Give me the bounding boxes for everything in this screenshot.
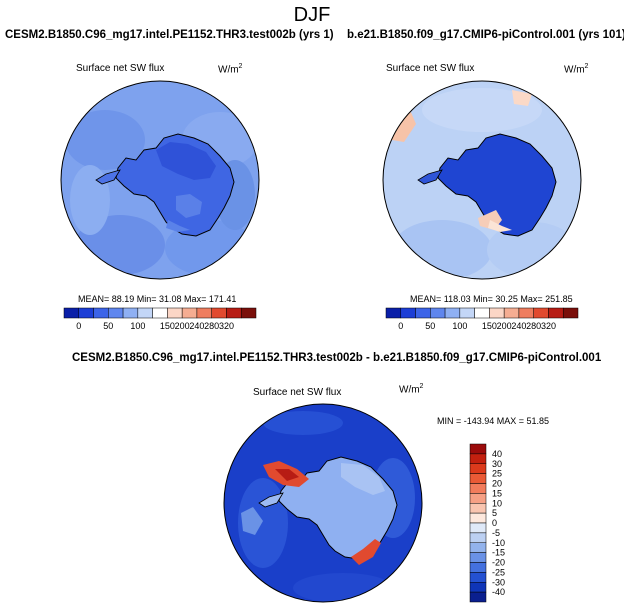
diff-colorbar-tick-label: 5 [492,508,497,518]
diff-colorbar-tick-label: -40 [492,587,505,597]
panel1-colorbar-swatch [108,307,124,319]
diff-colorbar-swatch [469,473,487,484]
panel1-colorbar-swatch [152,307,168,319]
diff-colorbar-tick-label: -25 [492,567,505,577]
panel2-variable-label: Surface net SW flux [386,63,475,74]
panel1-colorbar-swatch [63,307,80,319]
panel2-colorbar-swatch [548,307,564,319]
panel1-colorbar-swatch [196,307,212,319]
panel2-colorbar-swatch [489,307,505,319]
diff-colorbar-swatch [469,552,487,563]
diff-stats: MIN = -143.94 MAX = 51.85 [437,416,550,426]
panel1-colorbar: 0 50 100 150 200 240 280 320 [60,307,260,334]
panel1-colorbar-swatch [93,307,109,319]
diff-colorbar-tick-label: 0 [492,518,497,528]
panel1-colorbar-tick-label: 320 [219,321,234,331]
diff-colorbar-tick-label: -15 [492,548,505,558]
panel1-colorbar-tick-label: 280 [204,321,219,331]
diff-colorbar-swatch [469,463,487,474]
panel1-colorbar-swatch [167,307,183,319]
diff-colorbar-tick-label: 20 [492,479,502,489]
panel1-colorbar-swatch [211,307,227,319]
panel1-variable-label: Surface net SW flux [76,63,165,74]
panel2-colorbar-swatch [459,307,475,319]
panel1-units-label: W/m2 [218,63,243,76]
panel2-colorbar-swatch [430,307,446,319]
diff-colorbar-tick-label: 15 [492,488,502,498]
panel1-colorbar-tick-label: 240 [189,321,204,331]
diff-colorbar-swatch [469,542,487,553]
diff-colorbar-swatch [469,532,487,543]
panel2-colorbar-tick-label: 150 [482,321,497,331]
diff-title: CESM2.B1850.C96_mg17.intel.PE1152.THR3.t… [72,352,602,364]
diff-polar-map [223,403,423,603]
panel1-colorbar-tick-label: 50 [103,321,113,331]
diff-colorbar-swatch [469,443,487,455]
panel2-colorbar-tick-label: 240 [511,321,526,331]
panel2-colorbar-swatch [385,307,402,319]
panel1-stats: MEAN= 88.19 Min= 31.08 Max= 171.41 [78,294,237,304]
panel2-colorbar: 0 50 100 150 200 240 280 320 [382,307,582,334]
diff-colorbar-tick-label: -5 [492,528,500,538]
diff-colorbar-tick-label: 30 [492,459,502,469]
diff-colorbar-tick-label: 10 [492,498,502,508]
panel1-colorbar-swatch [226,307,242,319]
panel2-colorbar-tick-label: 0 [398,321,403,331]
panel2-colorbar-swatch [400,307,416,319]
diff-colorbar-swatch [469,591,487,603]
panel2-colorbar-tick-label: 100 [452,321,467,331]
diff-colorbar-swatch [469,503,487,514]
panel1-colorbar-tick-label: 100 [130,321,145,331]
panel1-colorbar-swatch [181,307,198,319]
panel2-case-title: b.e21.B1850.f09_g17.CMIP6-piControl.001 … [347,29,624,41]
diff-colorbar-swatch [469,522,487,534]
panel1-case-title: CESM2.B1850.C96_mg17.intel.PE1152.THR3.t… [5,29,334,41]
panel2-colorbar-swatch [503,307,520,319]
panel1-colorbar-swatch [122,307,139,319]
panel2-stats: MEAN= 118.03 Min= 30.25 Max= 251.85 [410,294,573,304]
panel2-colorbar-tick-label: 280 [526,321,541,331]
panel1-colorbar-tick-label: 0 [76,321,81,331]
diff-units-label: W/m2 [399,383,424,396]
diff-colorbar-swatch [469,562,487,573]
diff-colorbar-tick-label: -20 [492,558,505,568]
panel2-colorbar-swatch [533,307,549,319]
panel2-colorbar-swatch [474,307,490,319]
diff-colorbar-tick-label: 25 [492,469,502,479]
diff-colorbar-swatch [469,483,487,494]
diff-variable-label: Surface net SW flux [253,387,342,398]
panel2-colorbar-swatch [444,307,461,319]
diff-colorbar: 40 30 25 20 15 10 5 0 -5 -10 -15 -20 -25 -30 -40 [469,443,530,604]
panel1-colorbar-tick-label: 150 [160,321,175,331]
panel2-polar-map [382,80,582,280]
panel2-colorbar-swatch [415,307,431,319]
panel2-colorbar-tick-label: 50 [425,321,435,331]
diff-colorbar-tick-label: 40 [492,449,502,459]
diff-colorbar-tick-label: -30 [492,577,505,587]
diff-colorbar-tick-label: -10 [492,538,505,548]
diff-colorbar-swatch [469,453,487,464]
diff-colorbar-swatch [469,493,487,504]
diff-colorbar-swatch [469,512,487,524]
panel2-units-label: W/m2 [564,63,589,76]
panel1-colorbar-swatch [78,307,94,319]
panel1-colorbar-tick-label: 200 [175,321,190,331]
diff-colorbar-swatch [469,572,487,583]
panel2-colorbar-swatch [562,307,579,319]
panel2-colorbar-swatch [518,307,534,319]
panel1-polar-map [60,80,260,280]
panel1-colorbar-swatch [137,307,153,319]
panel2-colorbar-tick-label: 320 [541,321,556,331]
diff-colorbar-swatch [469,582,487,593]
figure-title: DJF [293,4,331,26]
panel1-colorbar-swatch [240,307,257,319]
panel2-colorbar-tick-label: 200 [497,321,512,331]
